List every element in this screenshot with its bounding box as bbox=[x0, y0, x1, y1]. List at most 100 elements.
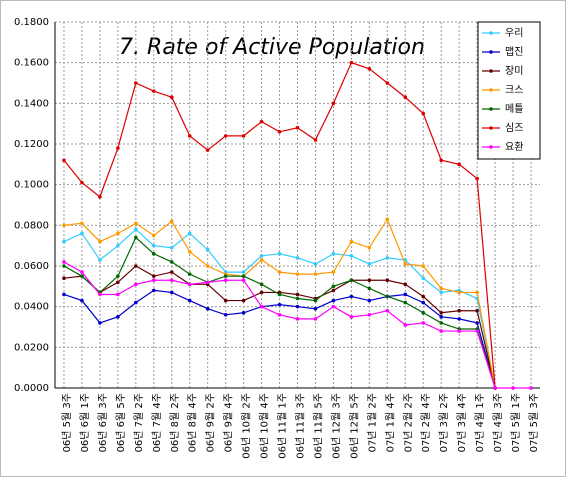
data-point bbox=[134, 282, 138, 287]
x-tick-label: 07년 5월 1주 bbox=[510, 393, 522, 452]
x-tick-label: 07년 1월 2주 bbox=[366, 393, 378, 452]
data-point bbox=[80, 221, 84, 226]
data-point bbox=[169, 290, 174, 295]
data-point bbox=[80, 274, 84, 278]
data-point bbox=[331, 284, 336, 289]
data-point bbox=[98, 258, 102, 262]
data-point bbox=[349, 315, 354, 319]
data-point bbox=[116, 231, 120, 236]
data-point bbox=[475, 308, 479, 313]
data-point bbox=[169, 270, 174, 274]
x-tick-label: 07년 2월 4주 bbox=[420, 393, 432, 452]
data-point bbox=[259, 258, 264, 262]
x-tick-label: 07년 3월 4주 bbox=[456, 393, 468, 452]
data-point bbox=[439, 290, 444, 295]
data-point bbox=[259, 282, 264, 287]
data-point bbox=[223, 313, 228, 317]
data-point bbox=[331, 298, 336, 303]
data-point bbox=[80, 298, 84, 303]
y-tick-label: 0.0000 bbox=[14, 383, 49, 394]
data-point bbox=[62, 158, 66, 163]
data-point bbox=[403, 323, 408, 327]
x-tick-label: 06년 10월 2주 bbox=[241, 393, 253, 459]
data-point bbox=[187, 282, 192, 287]
data-point bbox=[241, 134, 246, 138]
data-point bbox=[116, 280, 120, 285]
data-point bbox=[116, 274, 120, 278]
data-point bbox=[331, 288, 336, 293]
data-point bbox=[205, 247, 210, 252]
x-tick-label: 06년 11월 1주 bbox=[277, 393, 289, 459]
data-point bbox=[151, 243, 156, 248]
legend-box bbox=[477, 21, 541, 160]
data-point bbox=[385, 217, 390, 222]
data-point bbox=[367, 298, 372, 303]
data-point bbox=[187, 298, 192, 303]
data-point bbox=[367, 262, 372, 266]
data-point bbox=[295, 304, 300, 309]
y-tick-label: 0.1600 bbox=[14, 58, 49, 69]
data-point bbox=[241, 274, 246, 278]
data-point bbox=[421, 300, 426, 305]
data-point bbox=[259, 254, 264, 258]
y-tick-label: 0.0600 bbox=[14, 261, 49, 272]
data-point bbox=[367, 66, 372, 71]
data-point bbox=[403, 292, 408, 297]
data-point bbox=[295, 125, 300, 130]
data-point bbox=[187, 231, 192, 236]
x-tick-label: 06년 7월 4주 bbox=[151, 393, 163, 452]
data-point bbox=[421, 111, 426, 116]
data-point bbox=[187, 134, 192, 138]
data-point bbox=[475, 329, 479, 333]
data-point bbox=[439, 310, 444, 315]
data-point bbox=[169, 260, 174, 264]
data-point bbox=[295, 292, 300, 297]
data-point bbox=[277, 292, 282, 297]
x-tick-label: 07년 2월 2주 bbox=[402, 393, 414, 452]
x-tick-label: 07년 1월 4주 bbox=[384, 393, 396, 452]
legend-marker bbox=[489, 50, 493, 54]
data-point bbox=[98, 321, 102, 325]
data-point bbox=[241, 270, 246, 274]
data-point bbox=[62, 223, 66, 228]
data-point bbox=[134, 235, 138, 240]
data-point bbox=[313, 298, 318, 303]
legend-label: 심즈 bbox=[505, 122, 523, 134]
data-point bbox=[134, 264, 138, 268]
legend-marker bbox=[489, 145, 493, 149]
x-tick-label: 06년 12월 3주 bbox=[330, 393, 342, 459]
data-point bbox=[439, 286, 444, 291]
data-point bbox=[205, 280, 210, 285]
data-point bbox=[223, 278, 228, 283]
data-point bbox=[169, 95, 174, 100]
data-point bbox=[439, 321, 444, 325]
x-tick-label: 07년 4월 1주 bbox=[474, 393, 486, 452]
data-point bbox=[116, 146, 120, 150]
legend-marker bbox=[489, 88, 493, 92]
data-point bbox=[223, 134, 228, 138]
data-point bbox=[151, 89, 156, 93]
data-point bbox=[116, 315, 120, 319]
data-point bbox=[385, 294, 390, 299]
data-point bbox=[80, 180, 84, 185]
x-tick-label: 06년 9월 4주 bbox=[223, 393, 235, 452]
data-point bbox=[223, 274, 228, 278]
data-point bbox=[475, 290, 479, 295]
legend-label: 우리 bbox=[505, 27, 523, 39]
y-tick-label: 0.1800 bbox=[14, 17, 49, 28]
legend-marker bbox=[489, 69, 493, 73]
data-point bbox=[457, 317, 461, 321]
legend-label: 메틀 bbox=[505, 103, 523, 115]
x-tick-label: 06년 5월 3주 bbox=[61, 393, 73, 452]
data-point bbox=[259, 290, 264, 295]
data-point bbox=[421, 321, 426, 325]
data-point bbox=[295, 272, 300, 276]
data-point bbox=[349, 278, 354, 283]
data-point bbox=[313, 272, 318, 276]
data-point bbox=[134, 221, 138, 226]
y-tick-label: 0.1200 bbox=[14, 139, 49, 150]
data-point bbox=[349, 294, 354, 299]
data-point bbox=[259, 119, 264, 124]
data-point bbox=[367, 278, 372, 283]
